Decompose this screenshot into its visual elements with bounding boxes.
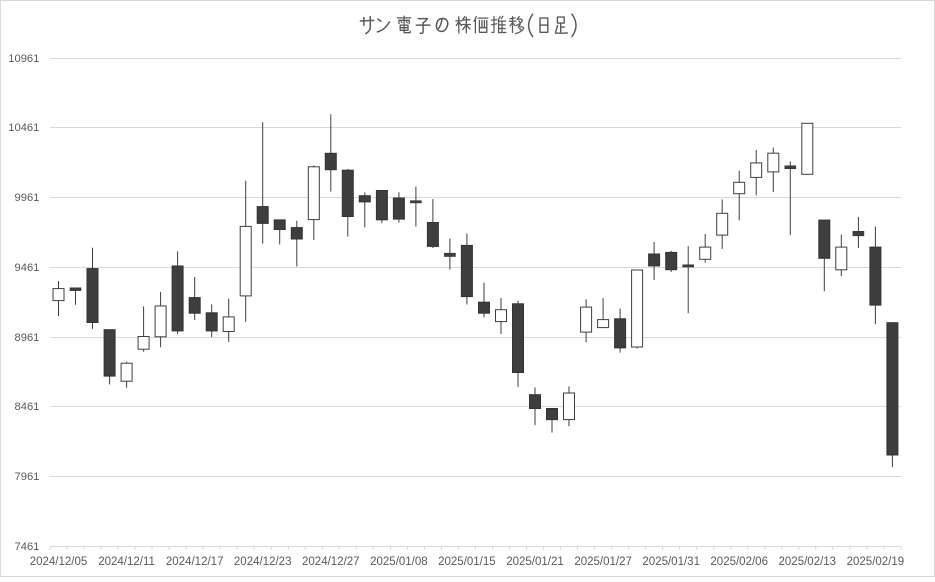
svg-text:2024/12/17: 2024/12/17: [166, 556, 224, 568]
svg-text:2025/02/06: 2025/02/06: [710, 556, 768, 568]
svg-text:8961: 8961: [15, 332, 40, 344]
svg-text:8461: 8461: [15, 401, 40, 413]
svg-text:2025/02/19: 2025/02/19: [847, 556, 905, 568]
svg-text:10461: 10461: [8, 122, 39, 134]
svg-text:9961: 9961: [15, 192, 40, 204]
svg-text:7461: 7461: [15, 541, 40, 553]
svg-text:7961: 7961: [15, 471, 40, 483]
svg-text:9461: 9461: [15, 262, 40, 274]
svg-text:2024/12/27: 2024/12/27: [302, 556, 360, 568]
svg-text:2024/12/11: 2024/12/11: [98, 556, 155, 568]
svg-text:10961: 10961: [8, 53, 39, 65]
svg-text:2024/12/23: 2024/12/23: [234, 556, 292, 568]
svg-text:2024/12/05: 2024/12/05: [30, 556, 88, 568]
svg-text:2025/01/31: 2025/01/31: [642, 556, 700, 568]
svg-text:2025/01/27: 2025/01/27: [574, 556, 632, 568]
svg-text:2025/02/13: 2025/02/13: [779, 556, 837, 568]
svg-text:2025/01/15: 2025/01/15: [438, 556, 496, 568]
svg-text:2025/01/21: 2025/01/21: [506, 556, 564, 568]
svg-text:2025/01/08: 2025/01/08: [370, 556, 428, 568]
